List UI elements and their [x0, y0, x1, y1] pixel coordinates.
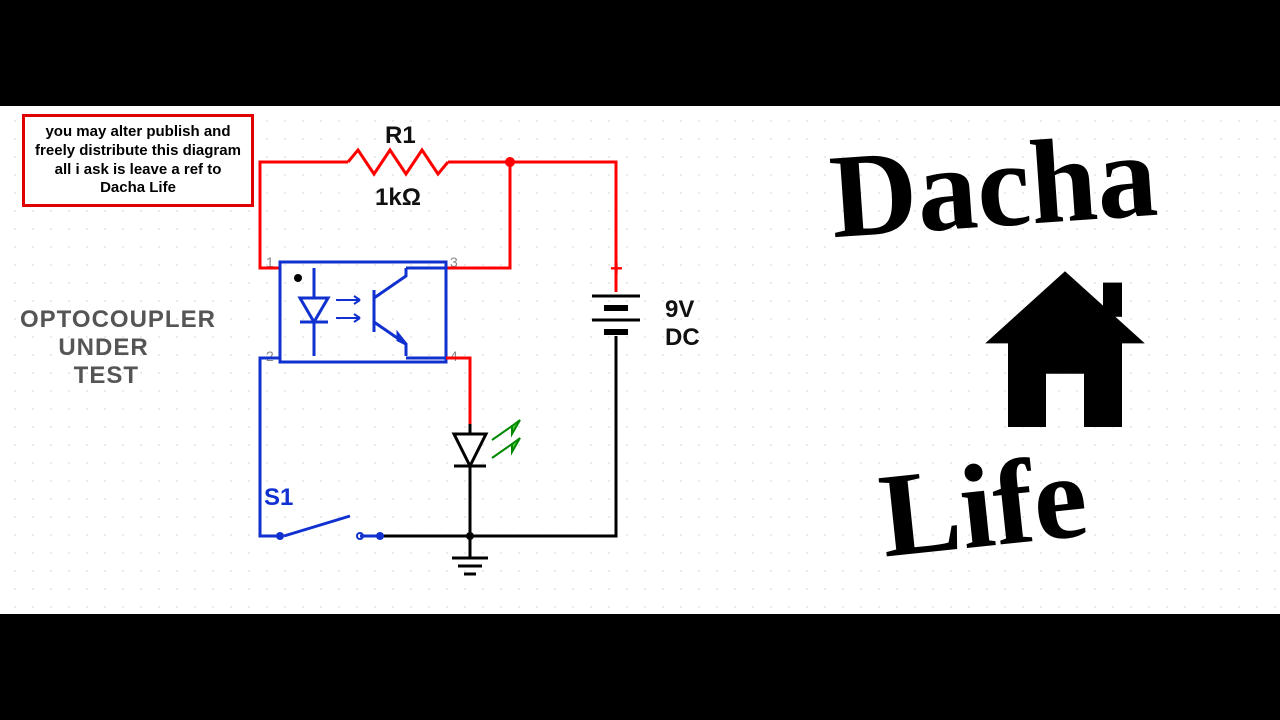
diagram-canvas: you may alter publish and freely distrib… — [0, 106, 1280, 614]
house-icon — [970, 256, 1160, 446]
circuit-svg — [0, 106, 760, 614]
logo-word-2: Life — [874, 436, 1092, 577]
logo-word-1: Dacha — [826, 115, 1160, 257]
brand-logo: Dacha Life — [820, 106, 1280, 614]
